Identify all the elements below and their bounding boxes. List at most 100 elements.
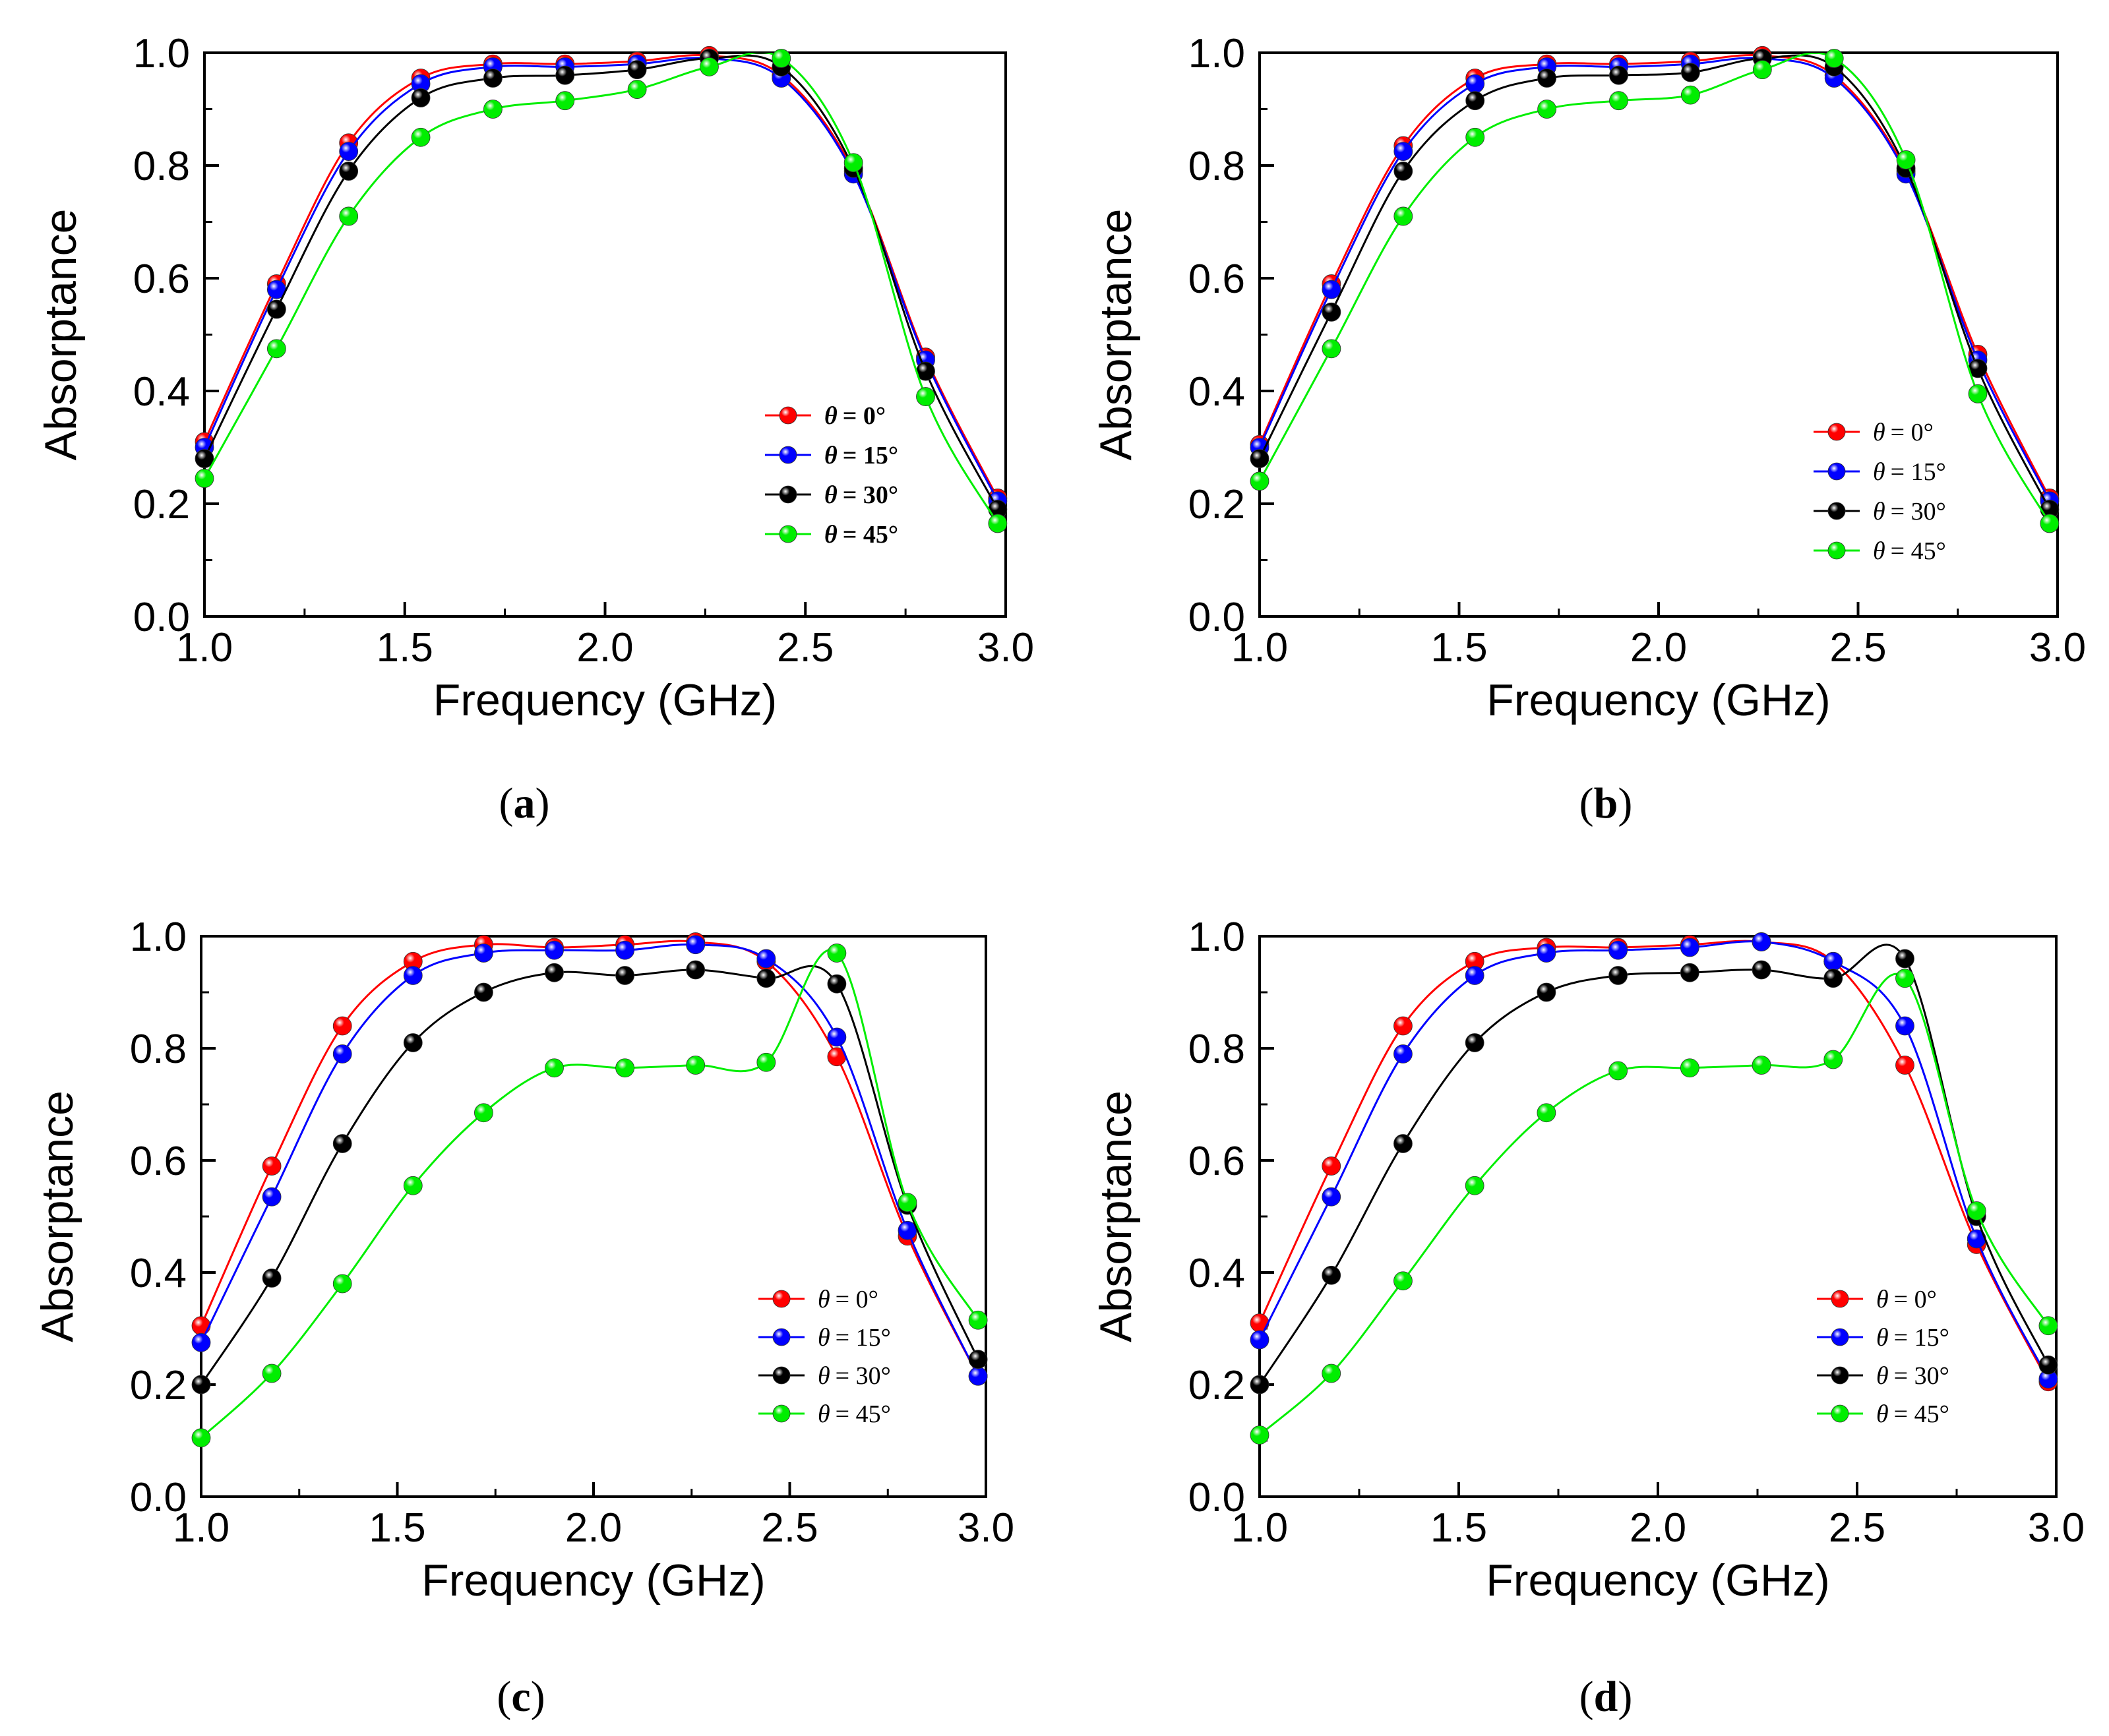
data-point [1680, 963, 1699, 982]
data-point [968, 1310, 988, 1330]
data-point [1609, 65, 1628, 85]
x-tick-label: 2.5 [1829, 625, 1886, 671]
data-point [1250, 1330, 1269, 1350]
series-line [1260, 940, 2050, 1383]
caption-close: ) [1618, 1673, 1632, 1721]
data-point [1393, 1271, 1413, 1291]
x-tick-label: 1.0 [1231, 1505, 1288, 1551]
y-tick-label: 0.4 [1188, 1251, 1245, 1296]
x-tick-label: 1.0 [176, 625, 233, 671]
data-point [1537, 943, 1556, 963]
data-point [1393, 206, 1413, 226]
series-30deg [1250, 943, 2058, 1394]
data-point [403, 1176, 423, 1195]
legend-value: = 30° [843, 481, 898, 509]
data-point [483, 69, 503, 88]
y-tick-label: 0.2 [1188, 482, 1245, 527]
series-0deg [195, 45, 1008, 508]
data-point [545, 940, 564, 960]
x-tick-label: 1.5 [377, 625, 433, 671]
data-point [1322, 1363, 1341, 1383]
series-line [201, 965, 979, 1385]
y-tick-label: 0.4 [1188, 369, 1245, 415]
series-line [201, 940, 979, 1377]
data-point [1608, 940, 1628, 960]
legend-value: = 30° [1891, 498, 1946, 525]
legend-theta: θ [1876, 1400, 1889, 1428]
data-point [195, 449, 214, 468]
data-point [686, 960, 706, 980]
data-point [191, 1428, 211, 1448]
legend-theta: θ [824, 481, 838, 509]
data-point [1680, 85, 1700, 105]
legend-theta: θ [1876, 1286, 1889, 1313]
legend-value: = 0° [1894, 1286, 1937, 1313]
legend: θ = 0°θ = 15°θ = 30°θ = 45° [765, 402, 898, 549]
data-point [262, 1269, 282, 1288]
x-tick-label: 1.0 [173, 1505, 229, 1551]
data-point [2038, 1316, 2058, 1336]
legend-marker [779, 446, 797, 464]
data-point [332, 1044, 352, 1063]
data-point [339, 206, 359, 226]
legend-label: θ = 45° [824, 521, 898, 549]
legend-value: = 0° [843, 402, 886, 430]
legend-theta: θ [1876, 1362, 1889, 1390]
legend-theta: θ [1876, 1324, 1889, 1352]
data-point [1322, 302, 1341, 322]
legend-marker [772, 1366, 791, 1385]
series-line [204, 54, 999, 510]
data-point [756, 969, 776, 988]
data-point [1250, 471, 1269, 491]
data-point [1608, 966, 1628, 985]
caption-close: ) [531, 1673, 545, 1721]
chart-panel-b: 0.0 0.2 0.4 0.6 0.8 1.0 1.0 1.5 2.0 2.5 3.0 Frequen… [1091, 31, 2086, 725]
data-point [1393, 1134, 1413, 1153]
legend-theta: θ [818, 1286, 830, 1313]
panel-caption: (c) [497, 1673, 545, 1721]
panel-caption: (a) [499, 779, 550, 827]
y-tick-label: 1.0 [130, 914, 187, 960]
data-point [756, 1052, 776, 1072]
y-tick-label: 0.8 [133, 144, 190, 189]
legend-marker [1831, 1328, 1849, 1346]
series-0deg [191, 932, 988, 1386]
data-point [262, 1187, 282, 1207]
series-30deg [1250, 49, 2060, 519]
y-axis-title: Absorptance [36, 209, 86, 461]
legend-marker [1831, 1404, 1849, 1423]
legend-label: θ = 45° [818, 1400, 891, 1428]
legend-theta: θ [824, 521, 838, 549]
data-point [2038, 1355, 2058, 1375]
data-point [483, 100, 503, 119]
data-point [916, 387, 935, 406]
y-axis-title: Absorptance [32, 1091, 82, 1342]
data-point [545, 963, 564, 982]
y-tick-label: 0.2 [1188, 1363, 1245, 1408]
data-point [1465, 91, 1485, 111]
data-point [843, 153, 863, 173]
data-point [339, 162, 359, 181]
data-point [474, 943, 493, 963]
y-tick-label: 1.0 [1188, 914, 1245, 960]
data-point [266, 339, 286, 359]
legend-marker [772, 1290, 791, 1308]
data-point [1967, 1201, 1986, 1220]
caption-open: ( [499, 779, 514, 827]
data-point [411, 127, 431, 147]
series-45deg [1250, 49, 2060, 533]
data-point [988, 514, 1008, 533]
series-line [1260, 54, 2051, 510]
data-point [403, 966, 423, 985]
y-tick-label: 0.6 [130, 1139, 187, 1184]
legend-theta: θ [824, 442, 838, 469]
y-tick-label: 0.0 [130, 1475, 187, 1520]
data-point [968, 1366, 988, 1386]
y-axis-title: Absorptance [1091, 1091, 1141, 1342]
data-point [1537, 100, 1557, 119]
data-point [262, 1156, 282, 1176]
data-point [1465, 1176, 1484, 1195]
data-point [827, 943, 847, 963]
data-point [1680, 63, 1700, 82]
legend-item: θ = 45° [765, 521, 898, 549]
